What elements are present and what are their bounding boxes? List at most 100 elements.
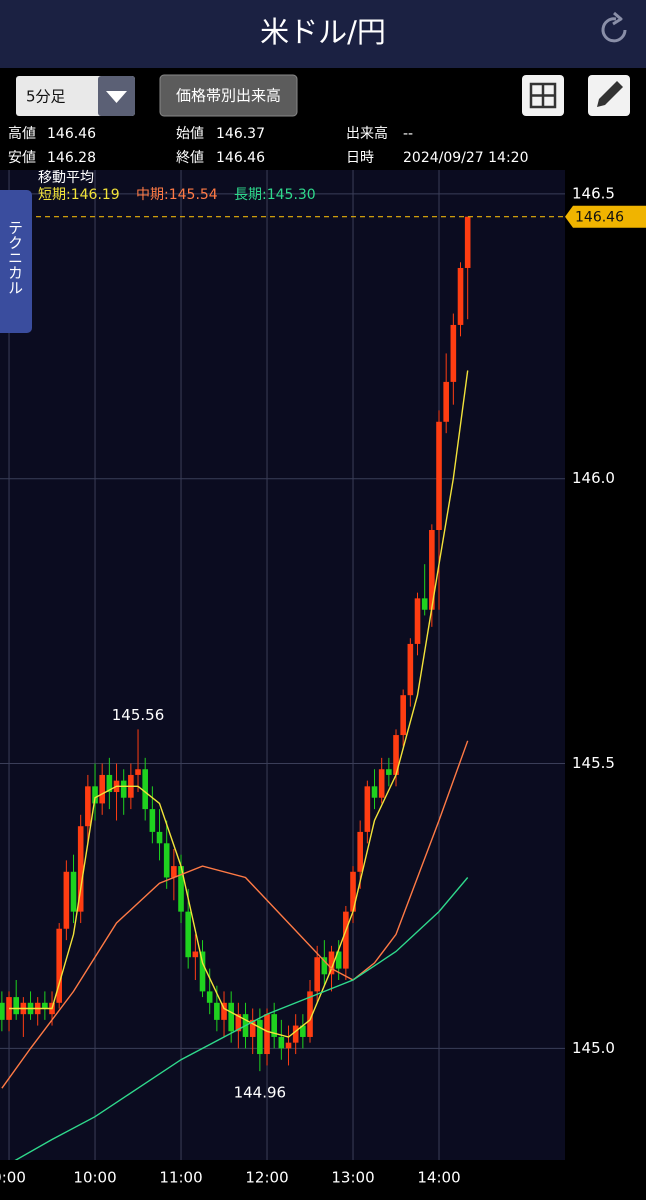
last-price-tag bbox=[565, 205, 646, 228]
candle-body bbox=[357, 831, 363, 872]
axes: 145.0 145.5 146.0 146.5 9:00 10:00 11:00 12:00 1… bbox=[0, 184, 646, 1187]
layout-button[interactable] bbox=[522, 75, 564, 116]
candle-body bbox=[443, 381, 449, 422]
x-tick-label: 14:00 bbox=[417, 1169, 460, 1187]
refresh-button[interactable] bbox=[601, 11, 627, 43]
legend-entry: 中期:145.54 bbox=[136, 187, 218, 203]
candle-body bbox=[185, 911, 191, 958]
info-value: 146.28 bbox=[47, 150, 96, 166]
draw-button[interactable] bbox=[588, 75, 630, 116]
moving-average-line bbox=[9, 370, 469, 1038]
candle-body bbox=[199, 951, 206, 992]
candle-body bbox=[56, 928, 62, 1003]
timeframe-dropdown[interactable]: 5分足 bbox=[16, 76, 135, 116]
moving-average-line bbox=[14, 877, 469, 1160]
candle-body bbox=[400, 695, 406, 736]
candle-body bbox=[92, 786, 98, 804]
info-label: 高値 bbox=[8, 125, 36, 142]
x-tick-label: 10:00 bbox=[73, 1169, 116, 1187]
y-tick-label: 146.0 bbox=[572, 469, 615, 487]
candle-body bbox=[450, 324, 457, 382]
info-value: 2024/09/27 14:20 bbox=[403, 150, 529, 166]
candle-body bbox=[278, 1036, 285, 1049]
candle-body bbox=[99, 774, 105, 804]
technical-tab-label: テクニカル bbox=[6, 220, 24, 295]
candle-body bbox=[192, 951, 199, 958]
candle-body bbox=[13, 997, 19, 1015]
info-label: 終値 bbox=[176, 150, 204, 166]
candle-body bbox=[371, 786, 378, 798]
x-tick-label: 13:00 bbox=[331, 1169, 374, 1187]
info-value: -- bbox=[403, 126, 413, 142]
candle-body bbox=[257, 1019, 263, 1055]
candle-body bbox=[421, 598, 428, 610]
candle-body bbox=[206, 991, 213, 1003]
candle-body bbox=[335, 951, 342, 969]
candle-body bbox=[63, 871, 70, 929]
info-label: 始値 bbox=[176, 126, 204, 142]
y-tick-label: 145.5 bbox=[572, 754, 615, 772]
technical-tab[interactable]: テクニカル bbox=[0, 190, 32, 333]
plot-area bbox=[0, 170, 565, 1160]
candle-body bbox=[314, 957, 320, 992]
candle-body bbox=[228, 1002, 234, 1032]
y-tick-label: 146.5 bbox=[572, 184, 615, 202]
candle-body bbox=[178, 866, 184, 912]
candle-body bbox=[77, 826, 84, 912]
low-annotation: 144.96 bbox=[234, 1084, 287, 1102]
candle-body bbox=[414, 598, 421, 644]
candle-body bbox=[285, 1042, 292, 1049]
candle-body bbox=[221, 1002, 227, 1020]
candle-body bbox=[350, 871, 356, 912]
x-tick-label: 11:00 bbox=[159, 1169, 202, 1187]
candle-body bbox=[214, 1002, 220, 1020]
x-tick-label: 9:00 bbox=[0, 1169, 26, 1187]
candle-body bbox=[307, 991, 313, 1037]
candle-body bbox=[42, 1002, 48, 1009]
legend-entry: 短期:146.19 bbox=[38, 187, 120, 203]
candle-body bbox=[70, 871, 77, 912]
candle-body bbox=[85, 786, 91, 827]
candle-body bbox=[149, 809, 156, 832]
y-tick-label: 145.0 bbox=[572, 1039, 615, 1057]
timeframe-label: 5分足 bbox=[26, 88, 66, 106]
candle-body bbox=[386, 769, 392, 775]
candle-body bbox=[235, 1014, 242, 1032]
candle-body bbox=[163, 843, 170, 878]
candle-body bbox=[264, 1014, 270, 1055]
info-value: 146.46 bbox=[216, 150, 265, 166]
candle-body bbox=[464, 216, 471, 268]
candle-body bbox=[429, 530, 435, 610]
info-value: 146.37 bbox=[216, 126, 265, 142]
plot bbox=[0, 216, 565, 1160]
candle-body bbox=[271, 1014, 277, 1037]
candle-body bbox=[407, 643, 414, 696]
candle-body bbox=[364, 786, 371, 832]
last-price-label: 146.46 bbox=[575, 210, 624, 226]
info-panel: 高値 146.46 安値 146.28 始値 146.37 終値 146.46 … bbox=[8, 125, 529, 166]
header-title: 米ドル/円 bbox=[260, 15, 386, 49]
info-value: 146.46 bbox=[47, 126, 96, 142]
x-tick-label: 12:00 bbox=[245, 1169, 288, 1187]
candle-body bbox=[343, 911, 349, 969]
candle-body bbox=[436, 421, 442, 530]
legend: 移動平均 短期:146.19 中期:145.54 長期:145.30 bbox=[38, 170, 316, 203]
candle-body bbox=[300, 1025, 306, 1037]
high-annotation: 145.56 bbox=[112, 706, 165, 724]
candle-body bbox=[378, 769, 385, 798]
candle-body bbox=[457, 267, 464, 325]
candle-body bbox=[135, 769, 141, 775]
moving-average-line bbox=[1, 740, 469, 1089]
candle-body bbox=[321, 957, 328, 975]
volume-profile-button[interactable]: 価格帯別出来高 bbox=[159, 74, 298, 117]
candle-body bbox=[292, 1025, 299, 1043]
info-label: 出来高 bbox=[346, 125, 388, 142]
legend-title: 移動平均 bbox=[38, 170, 94, 186]
candle-body bbox=[328, 951, 335, 975]
candle-body bbox=[156, 831, 163, 844]
candle-body bbox=[0, 1002, 5, 1020]
legend-entry: 長期:145.30 bbox=[234, 187, 316, 203]
header-bar bbox=[0, 0, 646, 68]
